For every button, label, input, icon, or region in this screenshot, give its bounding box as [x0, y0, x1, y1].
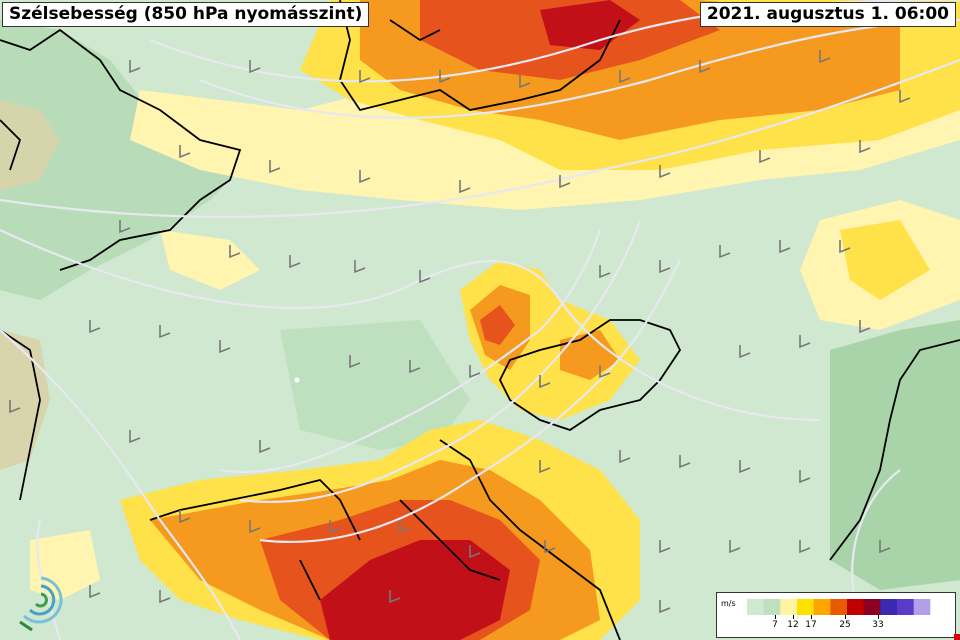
legend-swatch — [863, 599, 881, 615]
wind-speed-shading — [30, 0, 960, 640]
map-title: Szélsebesség (850 hPa nyomásszint) — [2, 2, 370, 27]
legend-tick-mark — [811, 615, 812, 619]
legend-tick-label: 17 — [805, 620, 817, 630]
map-datetime: 2021. augusztus 1. 06:00 — [699, 2, 956, 27]
legend-swatch — [913, 599, 931, 615]
legend-swatch — [897, 599, 915, 615]
wind-barbs — [9, 50, 911, 614]
legend-swatch — [747, 599, 765, 615]
legend-tick-mark — [845, 615, 846, 619]
legend-color-bar — [747, 599, 947, 615]
legend-swatch — [830, 599, 848, 615]
legend-tick-label: 7 — [772, 620, 778, 630]
legend-tick-label: 25 — [839, 620, 851, 630]
legend-swatch — [847, 599, 865, 615]
legend-swatch — [780, 599, 798, 615]
legend-swatch — [763, 599, 781, 615]
legend-swatch — [797, 599, 815, 615]
legend-tick-mark — [775, 615, 776, 619]
legend: m/s 7 12 17 25 33 — [716, 592, 956, 638]
legend-swatch — [880, 599, 898, 615]
legend-swatch — [930, 599, 947, 615]
legend-tick-label: 33 — [872, 620, 884, 630]
logo-icon — [19, 576, 63, 632]
legend-tick-mark — [793, 615, 794, 619]
legend-swatch — [813, 599, 831, 615]
legend-tick-mark — [878, 615, 879, 619]
legend-tick-label: 12 — [787, 620, 799, 630]
corner-marker — [954, 634, 960, 640]
legend-unit: m/s — [721, 599, 736, 608]
city-marker — [294, 377, 300, 383]
